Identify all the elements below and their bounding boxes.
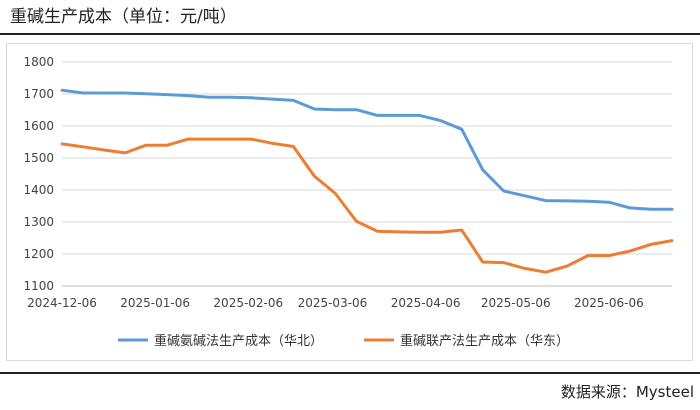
axes: 1100 1200 1300 1400 1500 1600 1700 1800 2024-12-… bbox=[23, 55, 672, 310]
x-tick-label: 2025-01-06 bbox=[120, 296, 190, 310]
x-tick-label: 2025-04-06 bbox=[391, 296, 461, 310]
legend-label-2: 重碱联产法生产成本（华东） bbox=[400, 333, 569, 349]
source-note: 数据来源：Mysteel bbox=[560, 383, 694, 401]
series-lines bbox=[60, 88, 674, 274]
series-line-1 bbox=[60, 88, 674, 211]
top-divider bbox=[0, 33, 700, 35]
grid-lines bbox=[62, 61, 672, 255]
x-tick-label: 2025-06-06 bbox=[574, 296, 644, 310]
x-tick-label: 2025-02-06 bbox=[213, 296, 283, 310]
y-tick-label: 1500 bbox=[23, 151, 54, 165]
x-tick-label: 2024-12-06 bbox=[27, 296, 97, 310]
series-line-2 bbox=[60, 137, 674, 274]
y-tick-label: 1700 bbox=[23, 87, 54, 101]
y-tick-label: 1400 bbox=[23, 183, 54, 197]
y-tick-label: 1300 bbox=[23, 215, 54, 229]
y-tick-label: 1200 bbox=[23, 247, 54, 261]
y-tick-label: 1800 bbox=[23, 55, 54, 69]
y-tick-label: 1600 bbox=[23, 119, 54, 133]
y-tick-label: 1100 bbox=[23, 279, 54, 293]
legend-label-1: 重碱氨碱法生产成本（华北） bbox=[154, 333, 323, 349]
x-tick-label: 2025-05-06 bbox=[481, 296, 551, 310]
legend: 重碱氨碱法生产成本（华北） 重碱联产法生产成本（华东） bbox=[118, 333, 569, 349]
bottom-divider bbox=[0, 372, 700, 374]
page-title: 重碱生产成本（单位：元/吨） bbox=[10, 7, 237, 27]
x-tick-label: 2025-03-06 bbox=[298, 296, 368, 310]
